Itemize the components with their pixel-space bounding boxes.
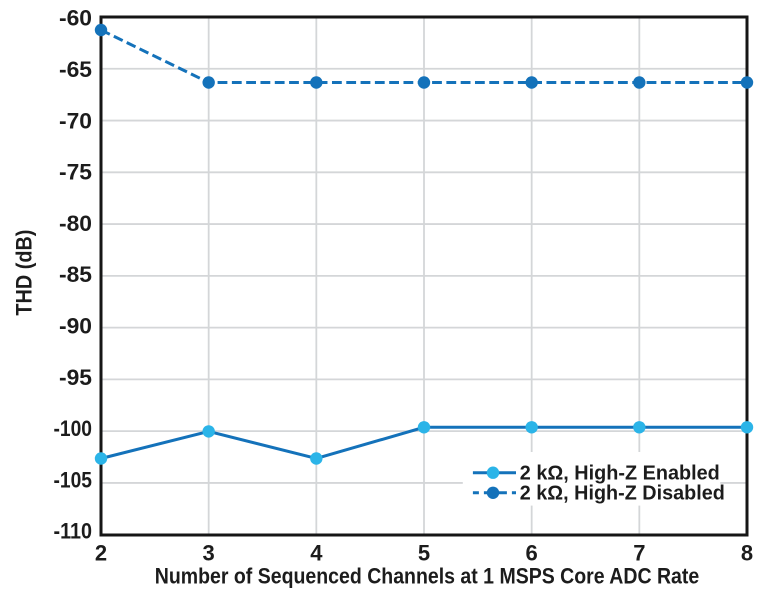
svg-text:5: 5 — [418, 541, 430, 566]
svg-text:2 kΩ, High-Z Enabled: 2 kΩ, High-Z Enabled — [520, 463, 720, 485]
svg-text:-90: -90 — [59, 314, 92, 339]
svg-text:2 kΩ, High-Z Disabled: 2 kΩ, High-Z Disabled — [520, 483, 725, 505]
svg-text:Number of Sequenced Channels a: Number of Sequenced Channels at 1 MSPS C… — [155, 563, 700, 588]
svg-text:-75: -75 — [59, 160, 92, 185]
svg-text:-100: -100 — [54, 416, 93, 441]
svg-text:THD (dB): THD (dB) — [11, 230, 36, 316]
svg-text:7: 7 — [633, 541, 645, 566]
svg-text:8: 8 — [741, 541, 753, 566]
svg-text:6: 6 — [526, 541, 538, 566]
svg-text:-85: -85 — [59, 262, 92, 287]
svg-text:2: 2 — [95, 541, 107, 566]
svg-text:-105: -105 — [54, 467, 93, 492]
svg-text:-70: -70 — [59, 108, 92, 133]
svg-text:-95: -95 — [59, 365, 92, 390]
svg-text:-110: -110 — [54, 519, 93, 544]
svg-text:-80: -80 — [59, 211, 92, 236]
svg-text:-60: -60 — [59, 6, 92, 31]
svg-text:3: 3 — [203, 541, 215, 566]
svg-text:4: 4 — [310, 541, 323, 566]
svg-text:-65: -65 — [59, 57, 92, 82]
